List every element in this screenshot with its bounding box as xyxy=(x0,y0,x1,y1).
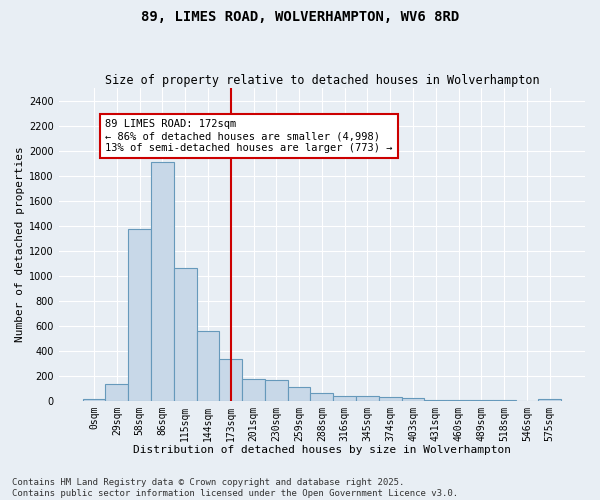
Text: 89 LIMES ROAD: 172sqm
← 86% of detached houses are smaller (4,998)
13% of semi-d: 89 LIMES ROAD: 172sqm ← 86% of detached … xyxy=(106,120,393,152)
Bar xyxy=(379,397,401,400)
Bar xyxy=(128,230,151,400)
Title: Size of property relative to detached houses in Wolverhampton: Size of property relative to detached ho… xyxy=(104,74,539,87)
Text: 89, LIMES ROAD, WOLVERHAMPTON, WV6 8RD: 89, LIMES ROAD, WOLVERHAMPTON, WV6 8RD xyxy=(141,10,459,24)
Y-axis label: Number of detached properties: Number of detached properties xyxy=(15,146,25,342)
Bar xyxy=(265,380,288,400)
Bar xyxy=(220,359,242,401)
Text: Contains HM Land Registry data © Crown copyright and database right 2025.
Contai: Contains HM Land Registry data © Crown c… xyxy=(12,478,458,498)
Bar xyxy=(356,396,379,400)
Bar xyxy=(83,399,106,400)
Bar xyxy=(288,387,310,400)
Bar xyxy=(538,399,561,400)
Bar xyxy=(333,396,356,400)
Bar xyxy=(151,162,174,400)
X-axis label: Distribution of detached houses by size in Wolverhampton: Distribution of detached houses by size … xyxy=(133,445,511,455)
Bar xyxy=(242,380,265,400)
Bar xyxy=(197,330,220,400)
Bar xyxy=(106,384,128,400)
Bar xyxy=(174,268,197,400)
Bar xyxy=(401,398,424,400)
Bar xyxy=(310,393,333,400)
